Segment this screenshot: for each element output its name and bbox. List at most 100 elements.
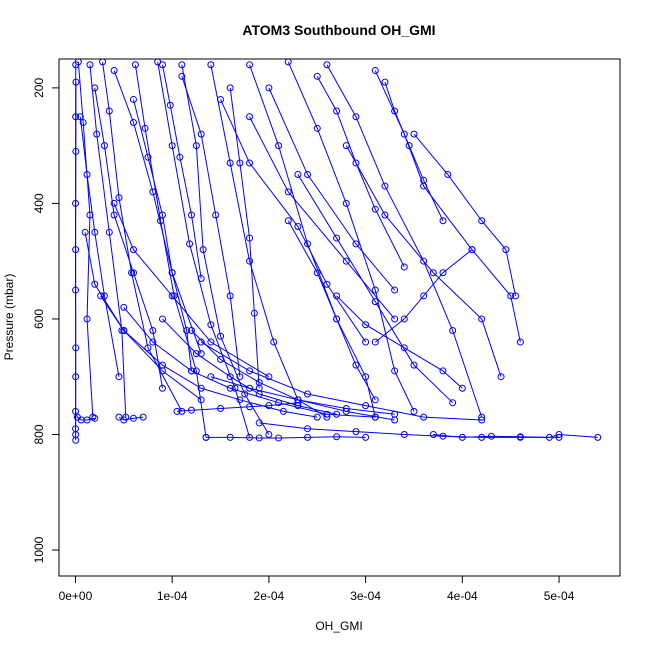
data-point: [192, 367, 200, 375]
y-tick-label: 800: [32, 424, 46, 444]
data-point: [217, 332, 225, 340]
data-point: [362, 433, 370, 441]
data-point: [279, 407, 287, 415]
data-point: [197, 350, 205, 358]
data-point: [81, 228, 89, 236]
series-line: [326, 64, 483, 418]
series-line: [210, 64, 328, 418]
data-point: [246, 159, 254, 167]
data-series: [99, 59, 186, 415]
data-point: [371, 396, 379, 404]
data-point: [72, 246, 80, 254]
data-point: [168, 142, 176, 150]
data-point: [217, 355, 225, 363]
data-point: [131, 61, 139, 69]
data-point: [333, 433, 341, 441]
data-point: [516, 338, 524, 346]
data-point: [304, 390, 312, 398]
data-point: [246, 61, 254, 69]
data-series: [110, 199, 273, 381]
data-point: [226, 292, 234, 300]
data-point: [207, 373, 215, 381]
data-point: [371, 338, 379, 346]
data-point: [352, 240, 360, 248]
data-point: [197, 384, 205, 392]
data-point: [226, 159, 234, 167]
data-point: [478, 416, 486, 424]
data-point: [158, 384, 166, 392]
data-point: [250, 309, 258, 317]
series-line: [200, 341, 482, 421]
data-point: [444, 171, 452, 179]
data-point: [91, 280, 99, 288]
data-point: [226, 384, 234, 392]
data-point: [129, 95, 137, 103]
data-series: [313, 72, 408, 271]
x-tick-label: 3e-04: [350, 589, 381, 603]
data-series: [429, 430, 602, 441]
data-series: [158, 61, 205, 283]
series-line: [79, 116, 120, 377]
data-point: [270, 338, 278, 346]
data-point: [83, 315, 91, 323]
data-point: [487, 432, 495, 440]
data-series: [97, 292, 321, 421]
data-point: [120, 327, 128, 334]
data-point: [207, 338, 215, 346]
series-line: [157, 61, 251, 438]
data-point: [192, 350, 200, 358]
data-point: [265, 373, 273, 381]
data-point: [410, 130, 418, 138]
data-point: [158, 211, 166, 219]
data-point: [458, 384, 466, 392]
data-point: [100, 292, 108, 300]
data-point: [265, 402, 273, 410]
data-point: [188, 211, 196, 219]
data-point: [400, 263, 408, 271]
series-line: [413, 133, 517, 296]
data-point: [144, 153, 152, 161]
data-point: [275, 142, 283, 150]
data-point: [294, 223, 302, 231]
series-line: [123, 307, 376, 418]
data-point: [246, 257, 254, 265]
series-line: [132, 99, 193, 371]
data-point: [478, 413, 486, 421]
data-point: [420, 413, 428, 421]
series-layer: [72, 59, 602, 444]
data-series: [197, 338, 486, 424]
data-point: [333, 315, 341, 323]
data-point: [91, 414, 99, 422]
data-point: [304, 433, 312, 441]
series-line: [229, 87, 260, 389]
data-point: [207, 321, 215, 329]
data-point: [313, 413, 321, 421]
data-point: [212, 211, 220, 219]
x-tick-label: 0e+00: [59, 589, 93, 603]
series-line: [287, 61, 415, 412]
data-point: [362, 338, 370, 346]
x-tick-label: 2e-04: [254, 589, 285, 603]
data-series: [323, 61, 486, 421]
series-line: [384, 81, 444, 221]
data-point: [115, 194, 123, 202]
data-point: [255, 384, 263, 392]
x-tick-label: 1e-04: [157, 589, 188, 603]
data-series: [294, 171, 457, 407]
data-point: [149, 338, 157, 346]
data-point: [313, 72, 321, 80]
data-point: [420, 176, 428, 184]
data-point: [72, 78, 80, 86]
data-point: [391, 367, 399, 375]
series-line: [220, 99, 367, 343]
data-point: [149, 327, 157, 334]
data-point: [352, 159, 360, 167]
data-point: [497, 373, 505, 381]
data-series: [115, 413, 147, 424]
data-series: [110, 67, 205, 358]
data-point: [168, 292, 176, 300]
data-series: [371, 246, 476, 346]
data-point: [255, 419, 263, 427]
data-point: [439, 367, 447, 375]
